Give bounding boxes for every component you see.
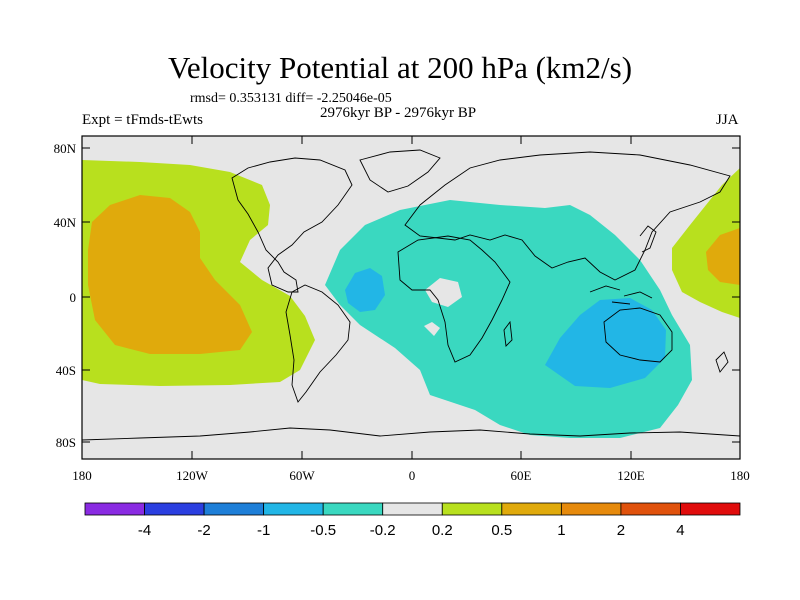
lon-tick-label: 120W [176, 468, 209, 483]
lon-tick-label: 180 [730, 468, 750, 483]
lat-tick-marks [82, 147, 740, 443]
colorbar: -4 -2 -1 -0.5 -0.2 0.2 0.5 1 2 4 [84, 502, 741, 539]
colorbar-label: 2 [617, 522, 625, 539]
rmsd-diff-stats: rmsd= 0.353131 diff= -2.25046e-05 [190, 91, 392, 106]
colorbar-box [441, 502, 503, 516]
coast-greenland [359, 149, 441, 193]
coast-antarctica [82, 427, 740, 441]
colorbar-label: -0.5 [310, 522, 336, 539]
lat-tick-label: 40S [56, 363, 76, 378]
coast-japan [639, 225, 657, 253]
colorbar-box [263, 502, 324, 516]
colorbar-label: 0.2 [432, 522, 453, 539]
lon-tick-label: 180 [72, 468, 92, 483]
lat-tick-label: 40N [54, 215, 77, 230]
contour-atlantic-core [345, 268, 385, 312]
colorbar-box [203, 502, 265, 516]
colorbar-label: -4 [138, 522, 151, 539]
colorbar-box [620, 502, 681, 516]
colorbar-box [144, 502, 205, 516]
colorbar-label: -0.2 [370, 522, 396, 539]
lon-tick-label: 120E [617, 468, 645, 483]
lon-tick-labels: 180 120W 60W 0 60E 120E 180 [72, 468, 750, 483]
lon-tick-label: 60E [511, 468, 532, 483]
contour-pacific-strong [88, 195, 252, 354]
coast-south-america [285, 284, 351, 403]
map-panel [82, 136, 740, 459]
lon-tick-label: 60W [289, 468, 315, 483]
lon-tick-label: 0 [409, 468, 416, 483]
lat-tick-labels: 80N 40N 0 40S 80S [54, 141, 77, 450]
lat-tick-label: 80N [54, 141, 77, 156]
lat-tick-label: 0 [70, 290, 77, 305]
colorbar-label: -2 [197, 522, 210, 539]
coast-madagascar [503, 320, 513, 347]
contour-neutral-hole-north [425, 278, 462, 307]
contour-indonesia-core [545, 298, 666, 388]
coast-new-zealand [715, 351, 729, 373]
coastlines [82, 149, 740, 441]
coast-maritime-continent [589, 285, 653, 305]
colorbar-label: 1 [557, 522, 565, 539]
coast-australia [603, 307, 673, 363]
coast-eurasia [404, 151, 731, 281]
colorbar-label: 0.5 [491, 522, 512, 539]
colorbar-box [84, 502, 145, 516]
colorbar-label: 4 [676, 522, 684, 539]
contour-west-pacific-strong [706, 228, 740, 285]
lon-tick-marks [81, 136, 741, 459]
colorbar-box [680, 502, 741, 516]
coast-north-america [231, 157, 353, 293]
experiment-label: Expt = tFmds-tEwts [82, 112, 203, 128]
lat-tick-label: 80S [56, 435, 76, 450]
colorbar-box [382, 502, 443, 516]
colorbar-box [322, 502, 384, 516]
colorbar-box [501, 502, 562, 516]
contour-neutral-hole-south [424, 322, 440, 336]
map-title: Velocity Potential at 200 hPa (km2/s) [167, 50, 633, 85]
season-label: JJA [716, 112, 739, 128]
colorbar-label: -1 [257, 522, 270, 539]
colorbar-box [560, 502, 622, 516]
coast-africa [397, 235, 511, 363]
period-subtitle: 2976kyr BP - 2976kyr BP [320, 105, 477, 121]
